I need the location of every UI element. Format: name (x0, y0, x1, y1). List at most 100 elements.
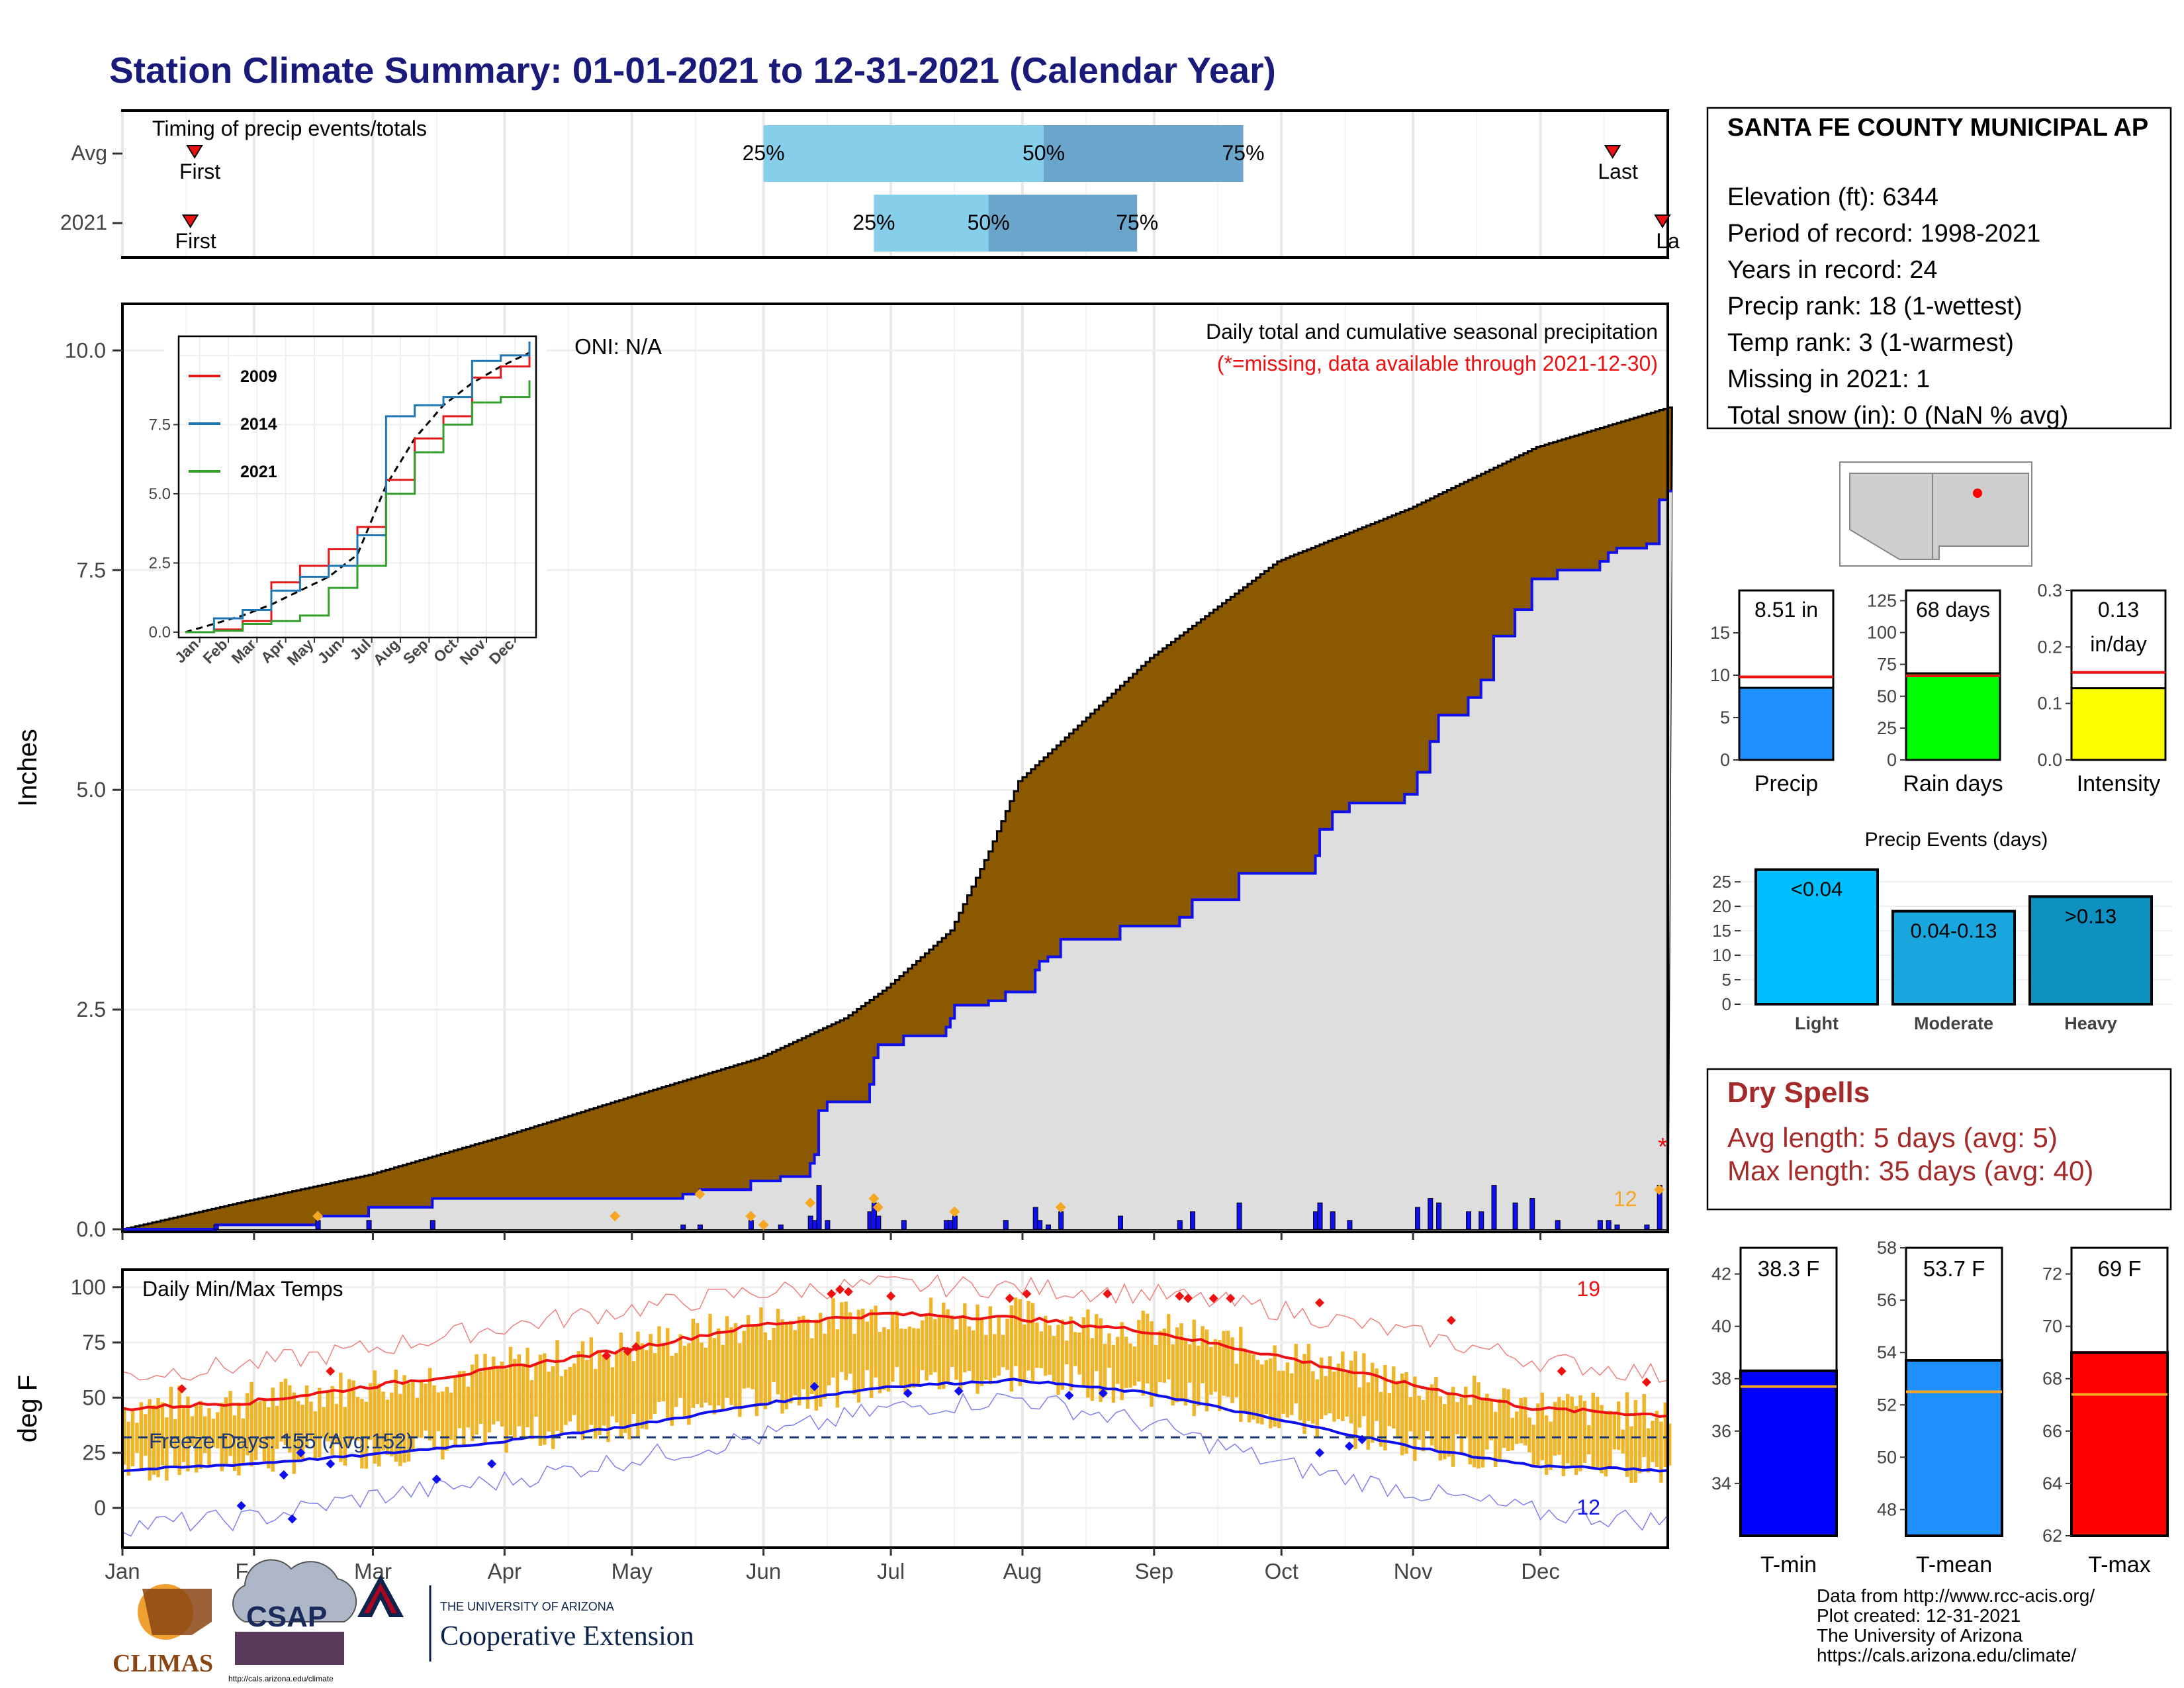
daily-temp-bar (195, 1405, 199, 1473)
daily-temp-bar (1498, 1399, 1502, 1460)
daily-temp-bar (1582, 1401, 1587, 1463)
precip-ytick-label-2: 5.0 (77, 778, 106, 802)
daily-temp-bar (976, 1304, 979, 1394)
precip-ytick-label-3: 7.5 (77, 558, 106, 582)
station-snow: Total snow (in): 0 (NaN % avg) (1727, 402, 2068, 430)
daily-temp-bar (1434, 1376, 1438, 1452)
record-low-marker-14 (1357, 1434, 1367, 1444)
daily-temp-bar (1655, 1411, 1659, 1468)
temp-frame (121, 1268, 1669, 1549)
daily-temp-bar (1366, 1382, 1370, 1450)
mini-bar-ytick-label-2-2: 0.2 (2037, 637, 2062, 657)
timing-first-label-1: First (175, 229, 216, 253)
daily-temp-bar (313, 1411, 318, 1461)
location-map (1839, 461, 2032, 567)
daily-temp-bar (878, 1331, 882, 1393)
daily-temp-bar (177, 1385, 181, 1476)
record-high-marker-10 (1022, 1289, 1032, 1299)
daily-temp-bar (801, 1315, 805, 1389)
daily-temp-bar (1595, 1397, 1600, 1468)
record-min-line (122, 1392, 1668, 1537)
daily-temp-bar (937, 1315, 942, 1389)
daily-temp-bar (759, 1307, 763, 1407)
daily-temp-bar (300, 1405, 304, 1460)
daily-temp-bar (457, 1371, 462, 1429)
inset-legend-label-0: 2009 (240, 367, 277, 386)
inset-chart: 2009201420210.02.55.07.5JanFebMarAprMayJ… (149, 334, 547, 669)
daily-precip-bar-3 (430, 1220, 435, 1230)
extreme-day-marker-7 (872, 1201, 884, 1213)
daily-precip-bar-4 (680, 1224, 686, 1230)
daily-temp-bar (916, 1329, 920, 1385)
daily-temp-bar (640, 1343, 645, 1429)
record-high-marker-0 (177, 1384, 187, 1393)
temp-mini-label-0: T-min (1760, 1552, 1817, 1577)
dry-spells-frame (1706, 1068, 2172, 1211)
daily-temp-bar (1226, 1331, 1230, 1397)
record-low-marker-7 (809, 1382, 819, 1391)
record-high-marker-11 (1103, 1289, 1113, 1299)
daily-temp-bar (1396, 1380, 1400, 1439)
daily-temp-bar (1353, 1351, 1357, 1449)
daily-temp-bar (861, 1309, 865, 1391)
timing-first-marker-0 (186, 145, 203, 159)
daily-temp-bar (139, 1402, 144, 1470)
daily-temp-bar (865, 1321, 870, 1370)
precip-ylabel: Inches (13, 729, 42, 807)
daily-temp-bar (1234, 1364, 1239, 1397)
timing-last-label-1: La (1656, 229, 1680, 253)
daily-temp-bar (492, 1356, 496, 1425)
extreme-day-marker-9 (1055, 1201, 1066, 1213)
daily-temp-bar (576, 1351, 580, 1433)
daily-temp-bar (420, 1380, 424, 1438)
daily-temp-bar (1260, 1364, 1264, 1425)
daily-temp-bar (135, 1423, 139, 1453)
precip-ytick-label-4: 10.0 (65, 338, 106, 362)
daily-precip-bar-21 (1037, 1220, 1043, 1230)
daily-temp-bar (1290, 1373, 1294, 1415)
daily-temp-bar (733, 1323, 738, 1409)
daily-temp-bar (152, 1405, 156, 1475)
daily-precip-bar-20 (1032, 1207, 1038, 1230)
daily-temp-bar (428, 1368, 432, 1441)
mini-bar-value-2: 0.13 (2098, 598, 2139, 622)
daily-temp-bar (355, 1397, 360, 1441)
observed-cumulative-area (122, 491, 1672, 1229)
temp-mini-bar-2 (2070, 1351, 2169, 1537)
temp-mini-ytick-label-0-0: 34 (1711, 1474, 1731, 1493)
daily-temp-bar (334, 1403, 339, 1444)
temp-mini-ytick-label-2-3: 68 (2042, 1369, 2062, 1389)
mini-bar-ytick-label-1-1: 25 (1877, 718, 1897, 738)
ua-logo: THE UNIVERSITY OF ARIZONA Cooperative Ex… (357, 1574, 694, 1662)
daily-temp-bar (678, 1334, 682, 1398)
csap-logo: CSAP http://cals.arizona.edu/climate (228, 1559, 357, 1683)
daily-temp-bar (1362, 1353, 1366, 1417)
mini-bar-0 (1738, 686, 1835, 761)
daily-temp-bar (547, 1371, 551, 1432)
daily-temp-bar (984, 1335, 988, 1380)
station-missing: Missing in 2021: 1 (1727, 365, 1930, 393)
daily-temp-bar (1094, 1314, 1099, 1372)
daily-temp-bar (1400, 1373, 1404, 1456)
daily-temp-bar (725, 1316, 729, 1398)
record-low-marker-12 (1314, 1448, 1324, 1458)
daily-temp-bar (402, 1375, 406, 1463)
daily-temp-bar (687, 1343, 691, 1425)
mini-bar-ytick-label-2-0: 0.0 (2037, 750, 2062, 770)
record-high-marker-18 (1557, 1366, 1567, 1376)
daily-temp-bar (1455, 1402, 1459, 1434)
daily-precip-bar-18 (952, 1215, 958, 1230)
daily-temp-bar (343, 1407, 347, 1466)
footer-line3: The University of Arizona (1817, 1625, 2023, 1646)
daily-precip-bar-0 (213, 1224, 219, 1230)
daily-temp-bar (1536, 1403, 1540, 1468)
daily-temp-bar (1179, 1323, 1183, 1402)
temp-mini-ytick-label-2-4: 70 (2042, 1317, 2062, 1336)
daily-temp-bar (1540, 1392, 1544, 1460)
daily-temp-bar (318, 1387, 322, 1458)
daily-temp-bar (793, 1330, 797, 1395)
daily-precip-bar-37 (1491, 1185, 1497, 1230)
events-bar-0 (1754, 868, 1879, 1006)
inset-ytick-label-0: 0.0 (149, 624, 171, 641)
daily-temp-bar (1137, 1320, 1141, 1382)
